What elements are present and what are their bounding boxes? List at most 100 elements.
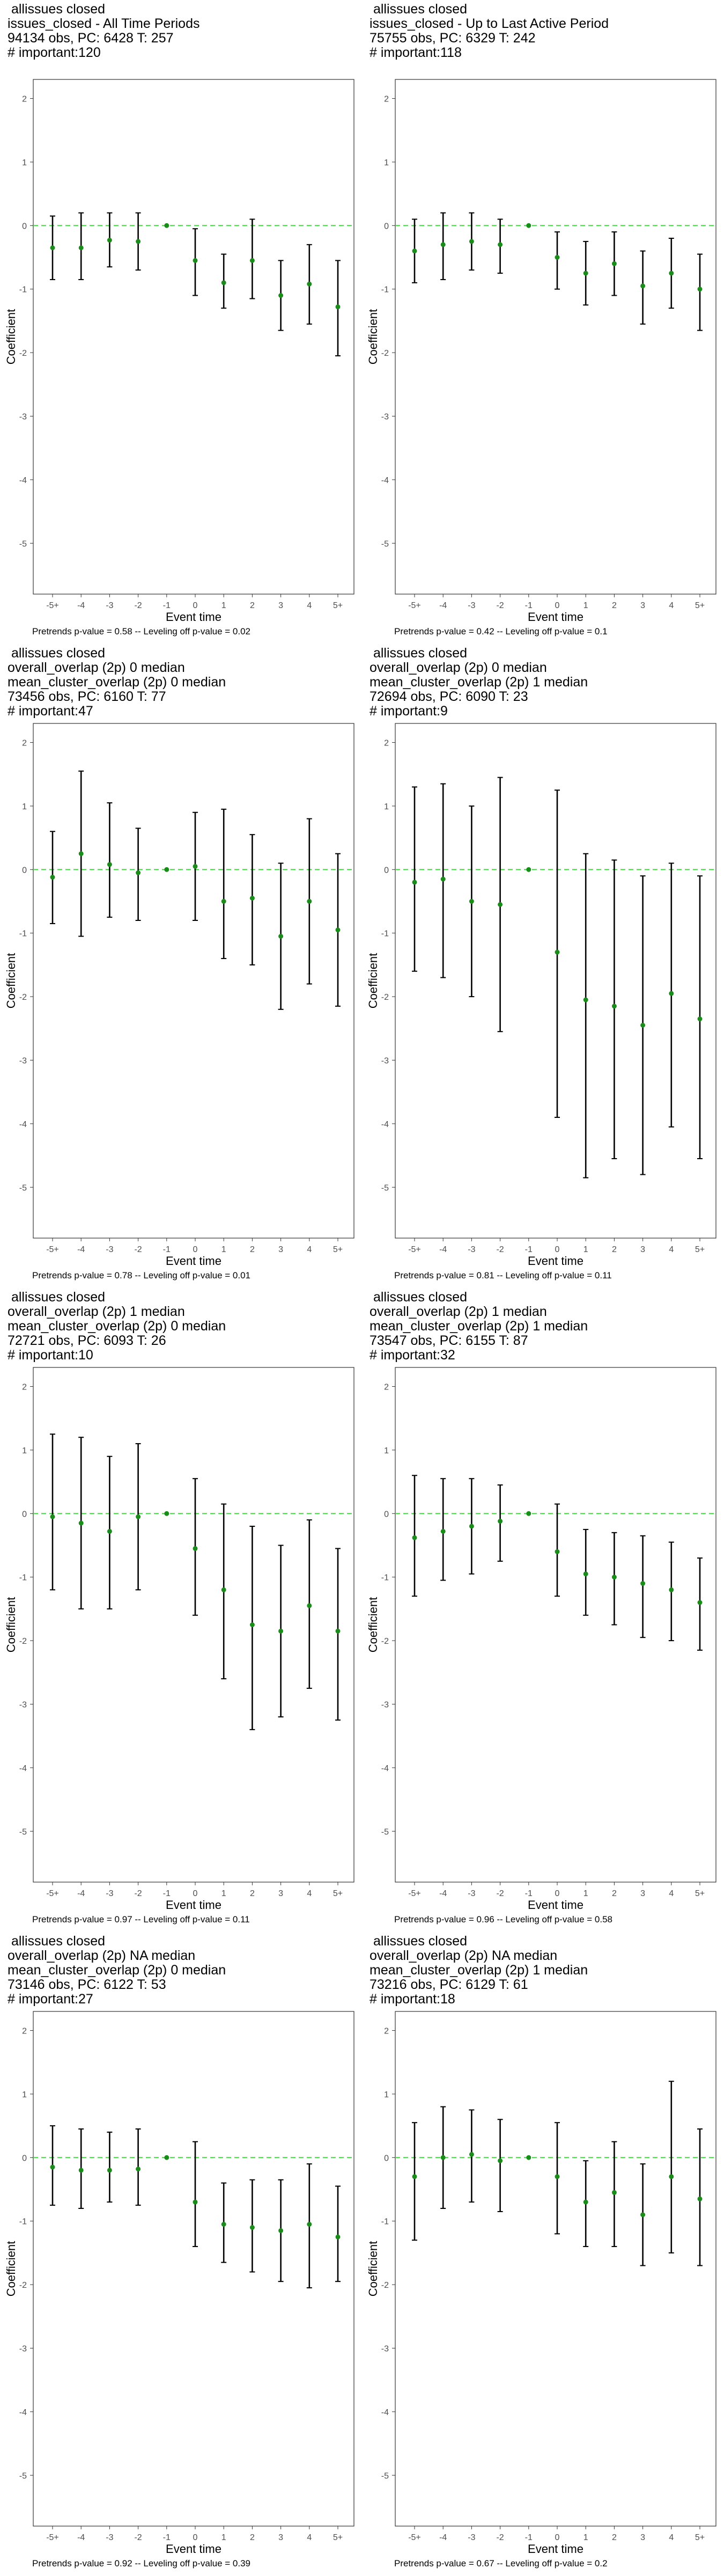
x-tick-label: 5+ (333, 2533, 343, 2542)
data-point (50, 875, 55, 880)
x-tick-label: -4 (439, 1245, 447, 1254)
y-tick-label: -2 (19, 1637, 27, 1646)
x-tick-label: 5+ (695, 1889, 705, 1898)
y-tick-label: -2 (381, 2281, 389, 2290)
data-point (221, 1587, 226, 1592)
data-point (164, 223, 169, 228)
chart-title-block: allissues closed issues_closed - All Time… (8, 2, 200, 60)
x-tick-label: 1 (583, 2533, 588, 2542)
x-tick-label: -1 (525, 601, 533, 610)
x-tick-label: -2 (496, 1889, 504, 1898)
data-point (278, 2228, 284, 2233)
y-tick-label: -1 (381, 1574, 389, 1583)
y-tick-label: -3 (19, 1056, 27, 1065)
y-tick-label: -1 (19, 2218, 27, 2227)
data-point (469, 239, 474, 244)
plot-area (395, 1367, 716, 1883)
y-tick-label: -4 (19, 1764, 27, 1773)
y-tick-label: -4 (19, 2408, 27, 2417)
chart-title-line: issues_closed - All Time Periods (8, 16, 200, 31)
y-tick-label: 2 (384, 2027, 389, 2036)
chart-title-line: allissues closed (370, 1934, 468, 1949)
y-tick-label: -5 (19, 1827, 27, 1836)
data-point (249, 258, 255, 263)
chart-svg: 2 1 0 -1 -2 -3 -4 -5 -5+ -4 -3 -2 -1 0 1 2 3 4 5+ Event tim… (366, 79, 716, 624)
x-tick-label: 0 (555, 601, 560, 610)
data-point (107, 862, 112, 867)
pvalue-caption: Pretrends p-value = 0.81 -- Leveling off… (394, 1270, 612, 1280)
chart-title-line: mean_cluster_overlap (2p) 1 median (370, 1963, 588, 1978)
pvalue-caption: Pretrends p-value = 0.92 -- Leveling off… (32, 2558, 250, 2568)
chart-title-line: mean_cluster_overlap (2p) 0 median (8, 1963, 226, 1978)
x-tick-label: -3 (106, 601, 113, 610)
y-tick-label: 0 (384, 2154, 389, 2163)
data-point (164, 867, 169, 872)
data-point (50, 245, 55, 251)
x-tick-label: -1 (525, 1245, 533, 1254)
x-axis-label: Event time (528, 1898, 583, 1912)
pvalue-caption: Pretrends p-value = 0.42 -- Leveling off… (394, 626, 608, 636)
data-point (412, 1535, 417, 1540)
x-tick-label: 0 (555, 2533, 560, 2542)
chart-title-line: mean_cluster_overlap (2p) 1 median (370, 1319, 588, 1334)
chart-panel: allissues closed overall_overlap (2p) 0 m… (0, 644, 362, 1288)
x-tick-label: -4 (77, 2533, 85, 2542)
data-point (412, 2174, 417, 2179)
x-tick-label: 0 (193, 601, 198, 610)
data-point (583, 997, 588, 1002)
chart-svg: 2 1 0 -1 -2 -3 -4 -5 -5+ -4 -3 -2 -1 0 1 2 3 4 5+ Event tim… (366, 2011, 716, 2556)
y-axis-label: Coefficient (4, 1597, 18, 1653)
x-tick-label: 3 (640, 1889, 645, 1898)
plot-area (33, 723, 354, 1239)
x-tick-label: 2 (250, 1245, 255, 1254)
y-tick-label: -3 (19, 2344, 27, 2353)
x-tick-label: -1 (163, 1889, 171, 1898)
chart-title-line: # important:118 (370, 45, 462, 60)
x-tick-label: -3 (468, 601, 475, 610)
data-point (335, 304, 341, 310)
y-tick-label: -4 (381, 1764, 389, 1773)
data-point (164, 2155, 169, 2160)
x-tick-label: -5+ (46, 601, 59, 610)
y-tick-label: 0 (22, 2154, 27, 2163)
data-point (555, 255, 560, 260)
chart-title-line: allissues closed (8, 1290, 106, 1305)
data-point (669, 991, 674, 996)
chart-title-line: # important:9 (370, 704, 448, 719)
chart-panel: allissues closed issues_closed - All Time… (0, 0, 362, 644)
x-tick-label: 4 (669, 1245, 674, 1254)
y-tick-label: 0 (384, 222, 389, 231)
data-point (526, 1511, 531, 1516)
y-tick-label: -2 (381, 349, 389, 358)
chart-panel: allissues closed overall_overlap (2p) 0 m… (362, 644, 724, 1288)
chart-title-line: 73146 obs, PC: 6122 T: 53 (8, 1977, 166, 1992)
data-point (221, 2222, 226, 2227)
chart-title-line: # important:10 (8, 1348, 93, 1363)
x-tick-label: -5+ (408, 1889, 421, 1898)
data-point (107, 238, 112, 243)
pvalue-caption: Pretrends p-value = 0.58 -- Leveling off… (32, 626, 250, 636)
chart-title-block: allissues closed overall_overlap (2p) 1 m… (8, 1290, 226, 1363)
data-point (164, 1511, 169, 1516)
y-axis-label: Coefficient (366, 2241, 380, 2297)
data-point (193, 1546, 198, 1551)
chart-title-line: allissues closed (370, 2, 468, 17)
x-tick-label: 4 (307, 1889, 312, 1898)
data-point (526, 867, 531, 872)
x-tick-label: 3 (278, 601, 283, 610)
y-tick-label: -3 (381, 1700, 389, 1709)
y-tick-label: 0 (22, 1510, 27, 1519)
data-point (278, 1628, 284, 1634)
x-tick-label: -5+ (408, 2533, 421, 2542)
x-tick-label: 3 (278, 1889, 283, 1898)
y-tick-label: 1 (384, 1446, 389, 1455)
chart-panel: allissues closed issues_closed - Up to La… (362, 0, 724, 644)
y-tick-label: -4 (19, 476, 27, 485)
x-tick-label: -3 (106, 2533, 113, 2542)
x-tick-label: 1 (221, 1245, 226, 1254)
data-point (669, 2174, 674, 2179)
y-axis-label: Coefficient (4, 953, 18, 1009)
y-tick-label: 2 (22, 95, 27, 104)
data-point (611, 2190, 617, 2195)
data-point (136, 2167, 141, 2172)
